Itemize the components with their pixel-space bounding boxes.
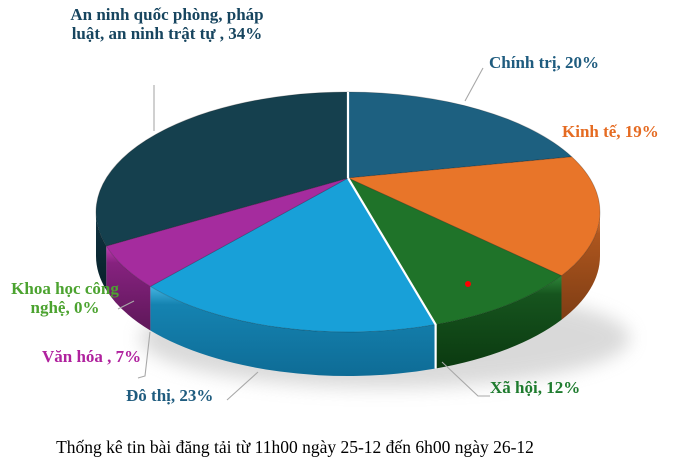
pie-slice-van-hoa [105,177,349,287]
pie-slice-xa-hoi [347,177,562,325]
pie-label-khcn: Khoa học công nghệ, 0% [11,279,119,317]
leader-line-chinh-tri [464,67,484,102]
pie-slice-do-thi [149,177,437,333]
slice-divider-line [347,177,437,369]
pie-slice-rim-do-thi [150,286,436,376]
chart-title: Thống kê tin bài đăng tải từ 11h00 ngày … [56,437,534,457]
pie-slice-chinh-tri [347,91,573,179]
red-dot-marker [465,281,471,287]
pie-label-anqp: An ninh quốc phòng, pháp luật, an ninh t… [70,5,264,43]
pie-slice-rim-anqp [96,212,107,290]
leader-line-xa-hoi [441,361,490,397]
pie-slice-kinh-te [347,156,601,277]
pie-slice-rim-van-hoa [106,245,151,331]
pie-slice-rim-kinh-te [561,212,600,320]
pie-label-do-thi: Đô thị, 23% [126,386,214,405]
leader-line-van-hoa [137,331,151,379]
pie-label-van-hoa: Văn hóa , 7% [42,347,142,366]
pie-label-xa-hoi: Xã hội, 12% [490,378,581,397]
pie-label-kinh-te: Kinh tế, 19% [562,122,659,141]
pie-slice-anqp [95,91,349,247]
pie-label-chinh-tri: Chính trị, 20% [489,53,600,72]
leader-line-khcn [117,300,135,310]
leader-line-do-thi [226,371,259,401]
pie-slice-rim-xa-hoi [435,275,562,369]
